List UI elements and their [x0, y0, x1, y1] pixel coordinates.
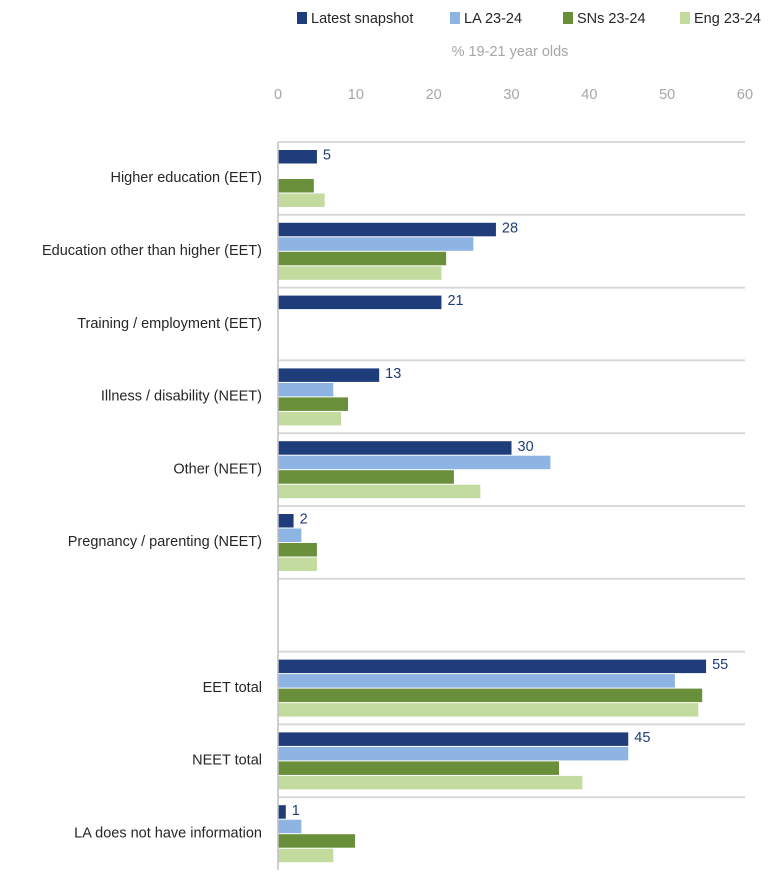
- category-label: LA does not have information: [74, 825, 262, 841]
- category-label: Training / employment (EET): [77, 316, 262, 332]
- category-label: NEET total: [192, 753, 262, 769]
- bar: [278, 557, 317, 571]
- data-label: 45: [634, 730, 650, 746]
- data-label: 5: [323, 148, 331, 164]
- bar: [278, 150, 317, 164]
- data-label: 28: [502, 220, 518, 236]
- bar: [278, 688, 703, 703]
- legend-swatch: [680, 12, 690, 24]
- bar: [278, 775, 583, 790]
- bar: [278, 237, 474, 251]
- bar: [278, 746, 629, 761]
- legend-swatch: [563, 12, 573, 24]
- bar: [278, 703, 699, 717]
- category-label: Other (NEET): [173, 461, 262, 477]
- bar: [278, 295, 442, 310]
- legend-swatch: [450, 12, 460, 24]
- bar: [278, 484, 481, 499]
- bar: [278, 368, 380, 382]
- bar: [278, 674, 675, 688]
- legend-swatch: [297, 12, 307, 24]
- bar: [278, 470, 454, 484]
- legend-label: Eng 23-24: [694, 11, 761, 27]
- bar: [278, 193, 325, 207]
- bar: [278, 455, 551, 470]
- data-label: 13: [385, 366, 401, 382]
- x-tick-label: 10: [348, 87, 364, 103]
- data-label: 21: [447, 293, 463, 309]
- x-tick-label: 20: [426, 87, 442, 103]
- category-label: EET total: [203, 680, 262, 696]
- data-label: 2: [300, 512, 308, 528]
- legend-label: LA 23-24: [464, 11, 522, 27]
- bar: [278, 543, 317, 557]
- bar: [278, 382, 334, 397]
- bar: [278, 528, 302, 542]
- bar: [278, 441, 512, 455]
- bar: [278, 805, 286, 819]
- bar: [278, 251, 447, 266]
- bar: [278, 732, 629, 746]
- legend-label: SNs 23-24: [577, 11, 646, 27]
- axis-title: % 19-21 year olds: [452, 44, 569, 60]
- bar: [278, 266, 442, 280]
- bar: [278, 411, 342, 426]
- bar: [278, 659, 707, 674]
- bar: [278, 179, 314, 193]
- x-tick-label: 50: [659, 87, 675, 103]
- x-tick-label: 0: [274, 87, 282, 103]
- bar: [278, 514, 294, 528]
- data-label: 55: [712, 657, 728, 673]
- bar: [278, 834, 356, 848]
- bar: [278, 397, 349, 411]
- data-label: 1: [292, 803, 300, 819]
- legend-label: Latest snapshot: [311, 11, 413, 27]
- category-label: Education other than higher (EET): [42, 243, 262, 259]
- x-tick-label: 60: [737, 87, 753, 103]
- category-label: Higher education (EET): [110, 170, 262, 186]
- data-label: 30: [518, 439, 534, 455]
- category-label: Pregnancy / parenting (NEET): [68, 534, 262, 550]
- bar: [278, 848, 334, 863]
- category-label: Illness / disability (NEET): [101, 389, 262, 405]
- bar: [278, 222, 496, 237]
- x-tick-label: 30: [503, 87, 519, 103]
- bar: [278, 819, 302, 834]
- x-tick-label: 40: [581, 87, 597, 103]
- bar: [278, 761, 559, 775]
